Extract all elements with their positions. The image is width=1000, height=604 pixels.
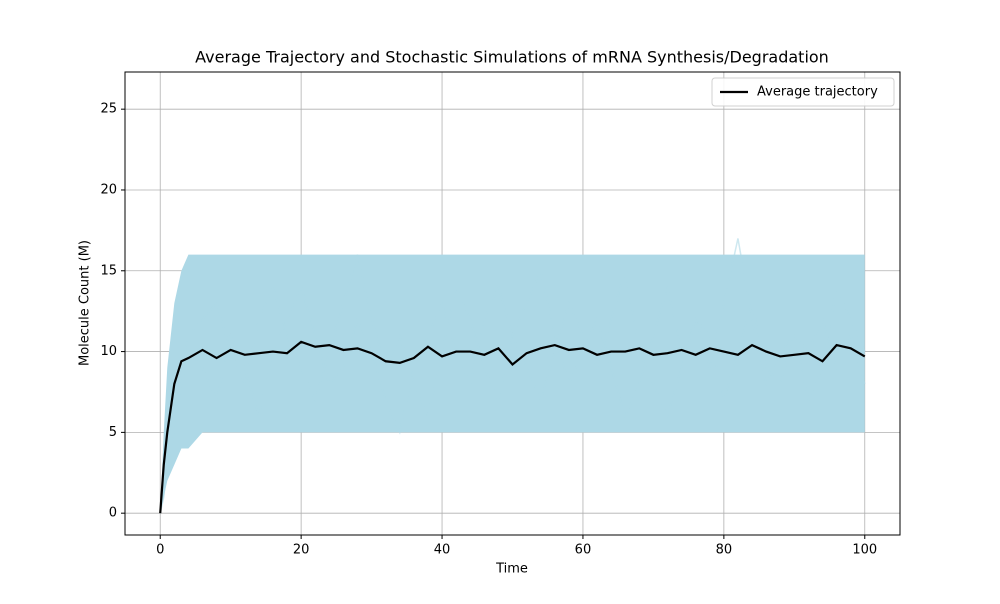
y-tick-label: 0 xyxy=(109,506,117,521)
simulation-line xyxy=(159,238,866,514)
x-axis-label: Time xyxy=(495,562,528,577)
simulation-line xyxy=(159,270,866,514)
x-tick-label: 80 xyxy=(716,543,733,558)
simulation-band xyxy=(160,254,865,514)
x-tick-label: 60 xyxy=(575,543,592,558)
y-tick-label: 15 xyxy=(100,263,117,278)
x-tick-label: 20 xyxy=(293,543,310,558)
y-tick-label: 10 xyxy=(100,344,117,359)
x-tick-label: 100 xyxy=(852,543,877,558)
y-axis-label: Molecule Count (M) xyxy=(78,240,93,366)
average-line xyxy=(159,340,866,514)
y-tick-label: 20 xyxy=(100,182,117,197)
legend-label: Average trajectory xyxy=(757,85,878,100)
x-tick-label: 0 xyxy=(156,543,164,558)
chart-title: Average Trajectory and Stochastic Simula… xyxy=(195,48,829,67)
legend-box xyxy=(711,77,895,107)
plot-frame xyxy=(124,71,901,536)
y-tick-label: 25 xyxy=(100,102,117,117)
x-tick-label: 40 xyxy=(434,543,451,558)
y-tick-label: 5 xyxy=(109,425,117,440)
